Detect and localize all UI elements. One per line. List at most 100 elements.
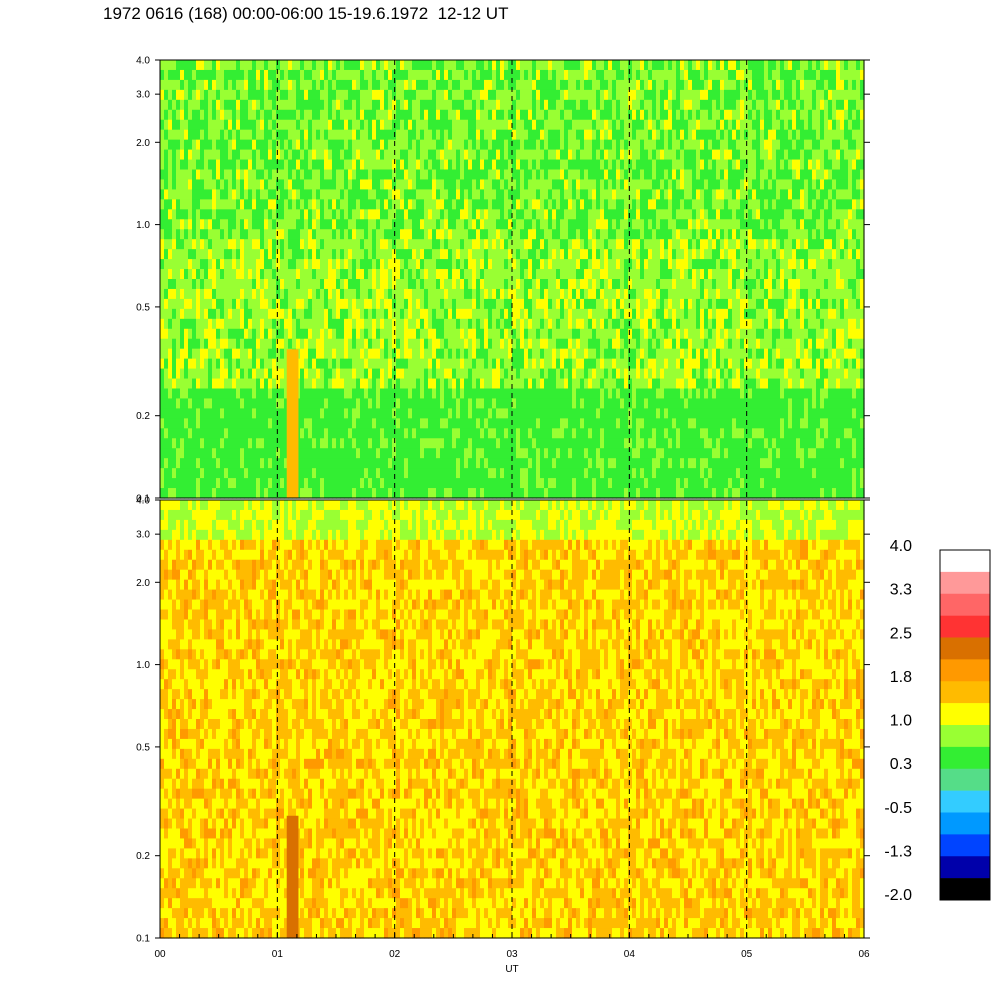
heatmap-cell [548,60,553,71]
heatmap-cell [200,349,205,360]
heatmap-cell [424,418,429,429]
heatmap-cell [572,438,577,449]
heatmap-cell [576,379,581,390]
heatmap-cell [384,60,389,71]
heatmap-cell [564,269,569,280]
heatmap-cell [400,70,405,81]
heatmap-cell [532,379,537,390]
heatmap-cell [208,110,213,121]
heatmap-cell [568,488,573,499]
heatmap-cell [388,140,393,151]
heatmap-cell [220,329,225,340]
heatmap-cell [608,90,613,101]
heatmap-cell [204,488,209,499]
heatmap-cell [528,438,533,449]
heatmap-cell [488,70,493,81]
heatmap-cell [304,120,309,131]
heatmap-cell [336,219,341,230]
heatmap-cell [476,468,481,479]
heatmap-cell [564,229,569,240]
heatmap-cell [532,458,537,469]
heatmap-cell [576,428,581,439]
heatmap-cell [280,219,285,230]
heatmap-cell [436,110,441,121]
heatmap-cell [280,130,285,141]
heatmap-cell [372,120,377,131]
heatmap-cell [388,438,393,449]
heatmap-cell [160,428,165,439]
heatmap-cell [204,398,209,409]
heatmap-cell [264,478,269,489]
heatmap-cell [252,329,257,340]
heatmap-cell [536,229,541,240]
heatmap-cell [308,418,313,429]
heatmap-cell [316,468,321,479]
heatmap-cell [428,150,433,161]
heatmap-cell [400,369,405,380]
heatmap-cell [596,448,601,459]
heatmap-cell [448,259,453,270]
heatmap-cell [476,199,481,210]
heatmap-cell [244,408,249,419]
heatmap-cell [564,70,569,81]
heatmap-cell [168,369,173,380]
heatmap-cell [404,249,409,260]
heatmap-cell [496,279,501,290]
heatmap-cell [364,458,369,469]
heatmap-cell [236,219,241,230]
heatmap-cell [312,60,317,71]
heatmap-cell [476,120,481,131]
heatmap-cell [292,70,297,81]
heatmap-cell [432,299,437,310]
heatmap-cell [360,219,365,230]
heatmap-cell [548,339,553,350]
heatmap-cell [424,299,429,310]
heatmap-cell [464,458,469,469]
heatmap-cell [208,80,213,91]
heatmap-cell [324,249,329,260]
heatmap-cell [592,100,597,111]
heatmap-cell [596,339,601,350]
heatmap-cell [328,309,333,320]
heatmap-cell [484,160,489,171]
heatmap-cell [488,140,493,151]
heatmap-cell [564,319,569,330]
heatmap-cell [344,418,349,429]
heatmap-cell [360,229,365,240]
heatmap-cell [264,448,269,459]
heatmap-cell [360,90,365,101]
heatmap-cell [224,189,229,200]
heatmap-cell [500,80,505,91]
heatmap-cell [276,339,281,350]
heatmap-cell [488,289,493,300]
heatmap-cell [576,110,581,121]
heatmap-cell [188,398,193,409]
heatmap-cell [176,369,181,380]
heatmap-cell [196,80,201,91]
heatmap-cell [264,259,269,270]
heatmap-cell [404,389,409,400]
heatmap-cell [348,359,353,370]
heatmap-cell [168,319,173,330]
heatmap-cell [552,468,557,479]
heatmap-cell [304,60,309,71]
heatmap-cell [248,70,253,81]
heatmap-cell [300,398,305,409]
heatmap-cell [364,120,369,131]
heatmap-cell [520,179,525,190]
heatmap-cell [320,269,325,280]
heatmap-cell [488,329,493,340]
heatmap-cell [200,289,205,300]
heatmap-cell [308,189,313,200]
heatmap-cell [264,269,269,280]
heatmap-cell [272,259,277,270]
heatmap-cell [408,259,413,270]
heatmap-cell [440,279,445,290]
heatmap-cell [168,259,173,270]
heatmap-cell [564,110,569,121]
heatmap-cell [196,448,201,459]
heatmap-cell [220,130,225,141]
heatmap-cell [480,438,485,449]
heatmap-cell [384,80,389,91]
heatmap-cell [384,398,389,409]
